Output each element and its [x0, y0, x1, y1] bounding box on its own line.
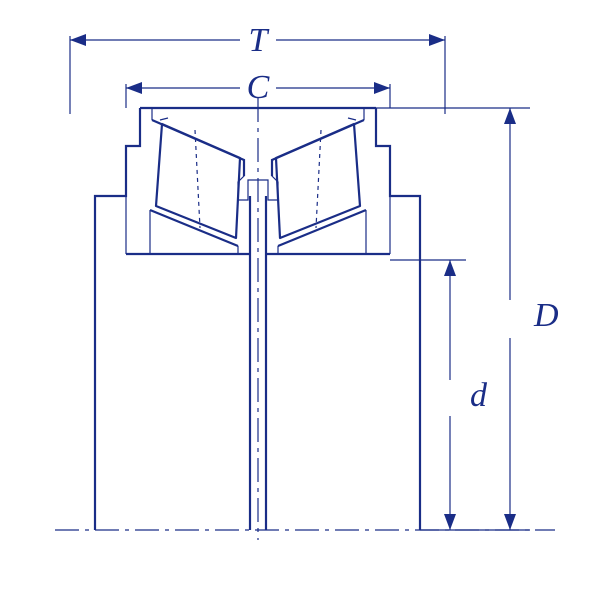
dim-label-d: d [470, 377, 488, 414]
dim-label-C: C [247, 69, 270, 106]
dim-label-T: T [249, 22, 270, 59]
dim-label-D: D [533, 297, 559, 334]
